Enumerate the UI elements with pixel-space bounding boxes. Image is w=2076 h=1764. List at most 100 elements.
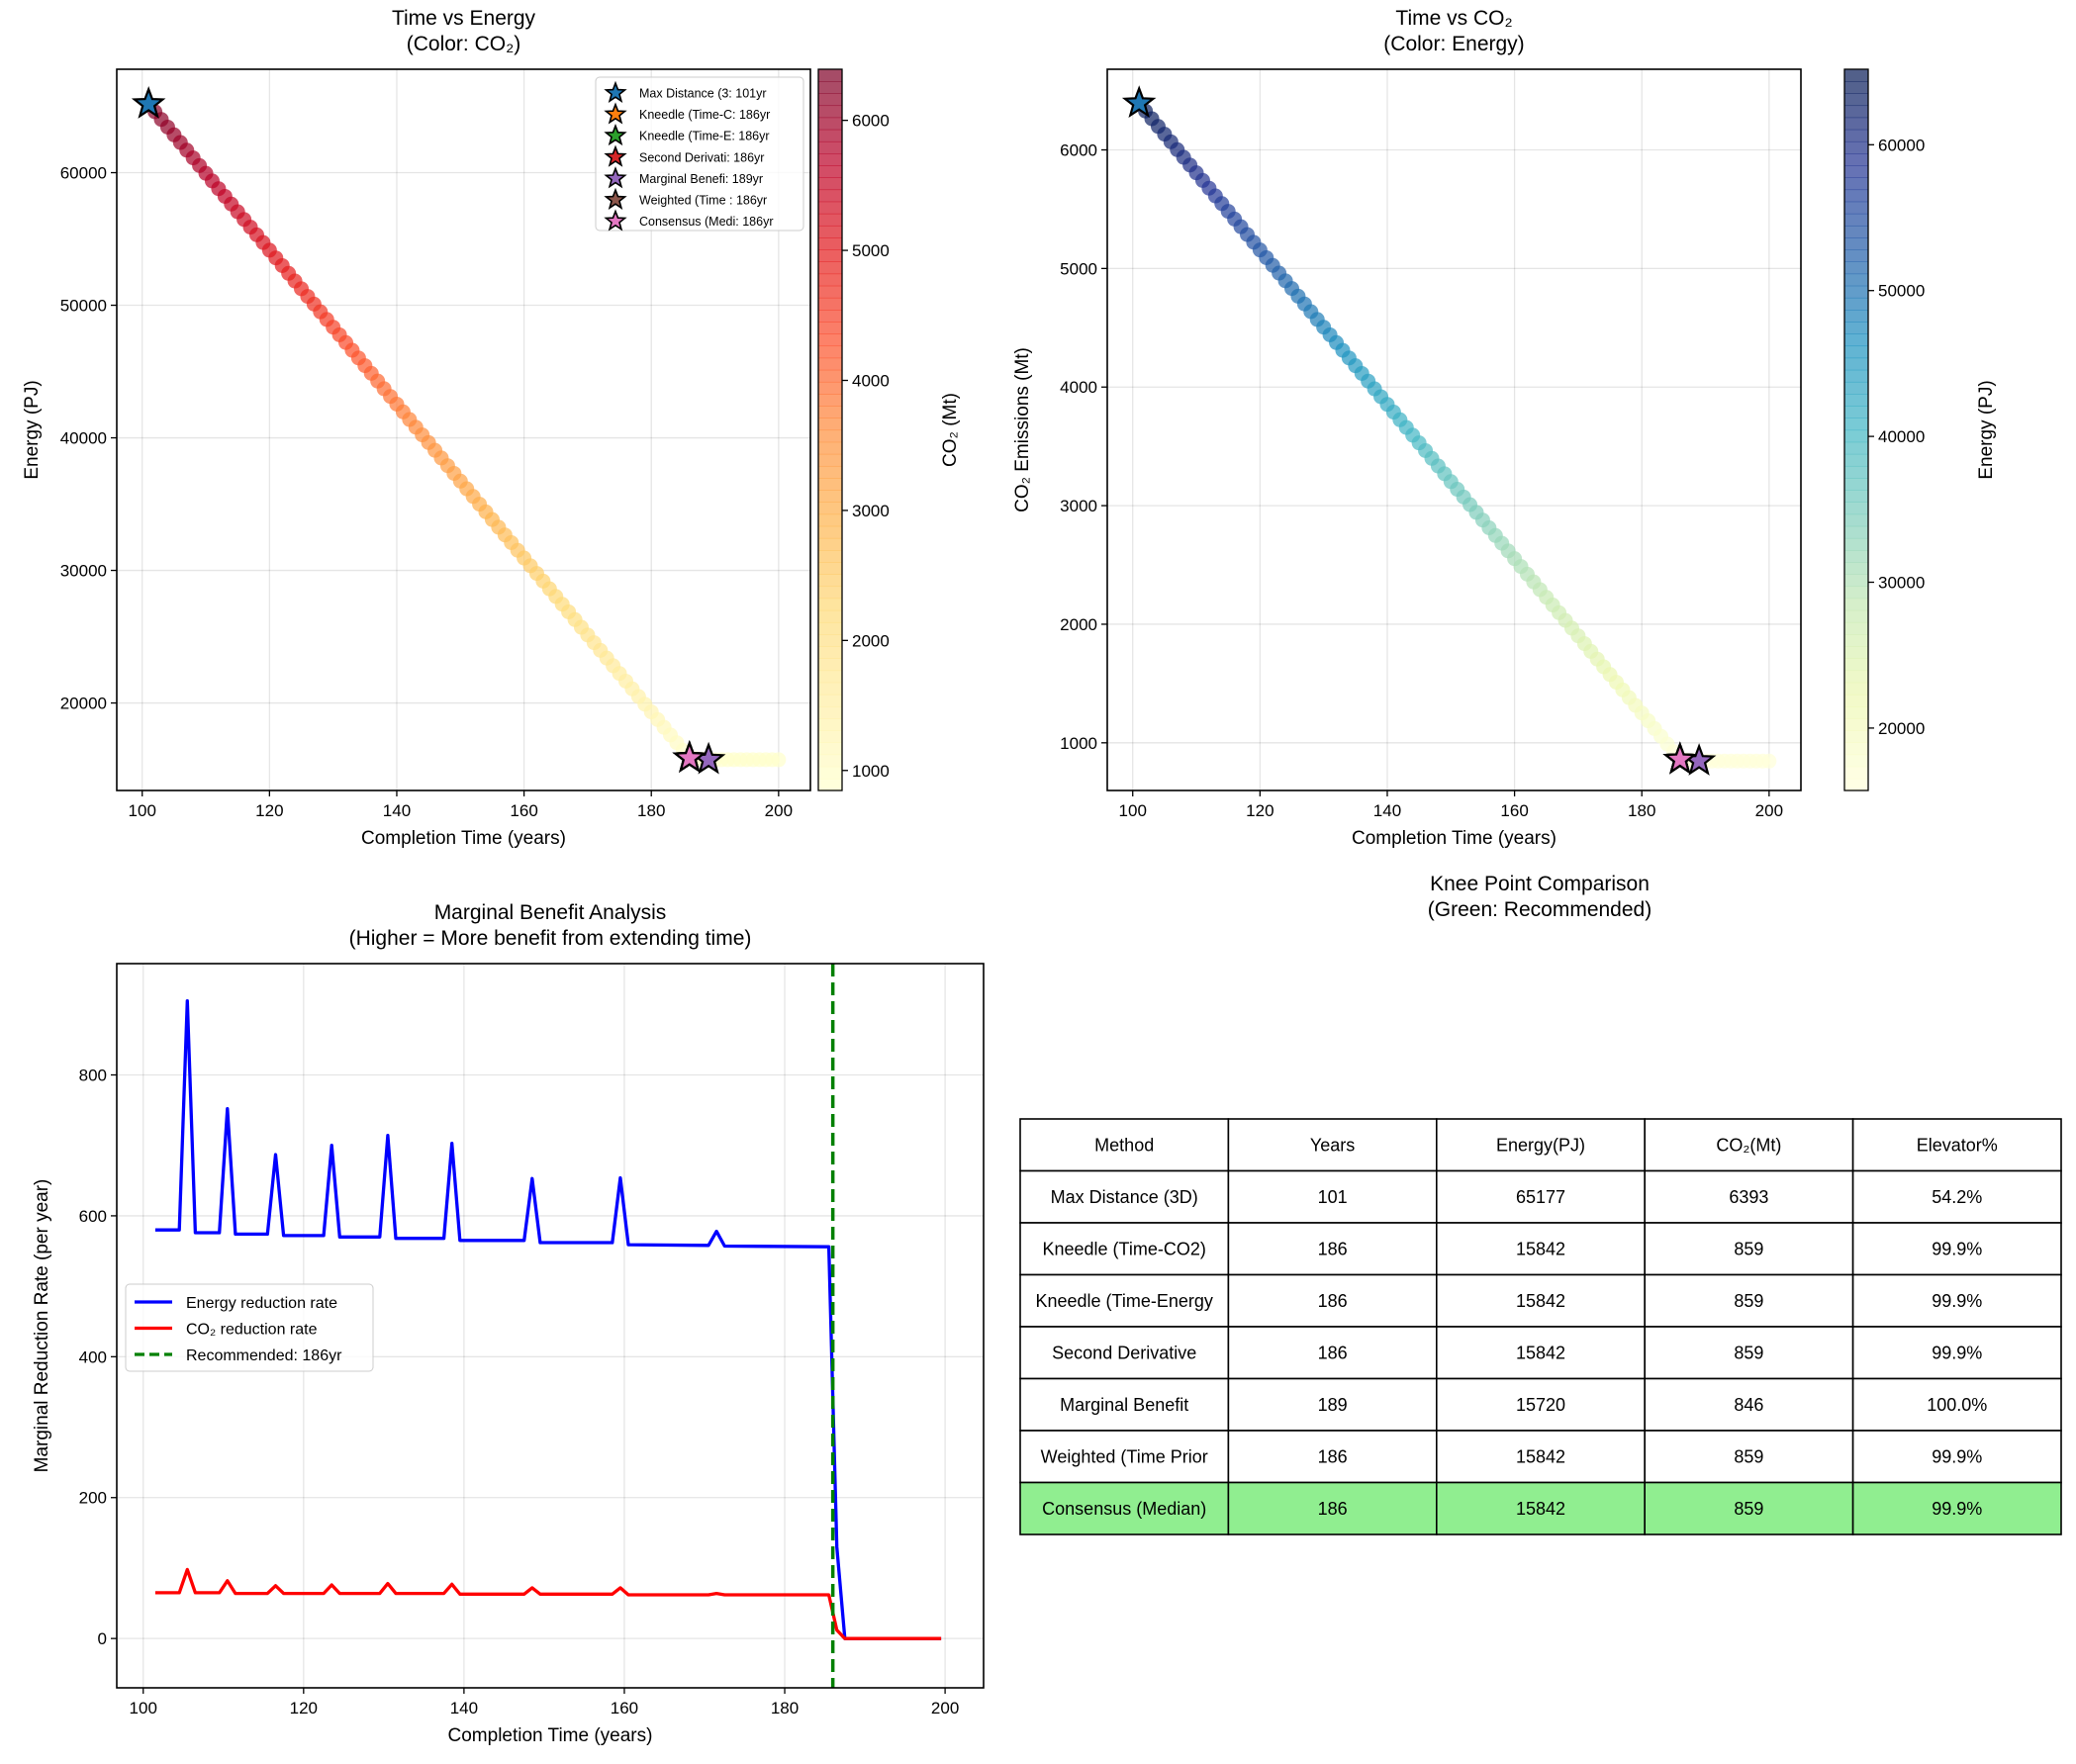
legend-entry: CO₂ reduction rate <box>186 1322 318 1339</box>
colorbar-segment <box>1844 189 1868 203</box>
y-tick-label: 3000 <box>1060 497 1097 515</box>
colorbar-segment <box>818 598 842 611</box>
table-cell <box>1019 1481 1230 1535</box>
colorbar-segment <box>1844 502 1868 515</box>
table-cell-text: 99.9% <box>1932 1343 1982 1362</box>
x-tick-label: 180 <box>1628 801 1655 820</box>
colorbar-segment <box>818 310 842 323</box>
x-tick-label: 180 <box>771 1699 799 1718</box>
table-cell <box>1436 1430 1647 1484</box>
legend-star-icon <box>604 123 627 146</box>
energy-rate-line <box>154 999 942 1640</box>
table-cell <box>1851 1222 2062 1276</box>
x-tick-label: 200 <box>765 801 793 820</box>
colorbar-label: Energy (PJ) <box>1976 380 1997 479</box>
table-header-text: CO₂(Mt) <box>1716 1135 1781 1155</box>
table-header-text: Elevator% <box>1917 1135 1998 1155</box>
y-axis-label: Marginal Reduction Rate (per year) <box>32 1179 52 1473</box>
scatter-point <box>1761 753 1777 769</box>
colorbar-segment <box>818 369 842 383</box>
colorbar-frame <box>1843 68 1869 791</box>
colorbar-segment <box>1844 465 1868 479</box>
table-cell-text: Kneedle (Time-CO2) <box>1043 1239 1206 1258</box>
y-tick-label: 2000 <box>1060 615 1097 634</box>
legend-star-icon <box>604 80 627 103</box>
table-cell-text: 100.0% <box>1927 1395 1987 1415</box>
colorbar-segment <box>818 658 842 672</box>
legend-box <box>595 76 804 232</box>
chart-time-vs-co2: 100 120 140 160 180 200 1000 2000 3000 4000 5000 60… <box>1012 7 1802 849</box>
colorbar-segment <box>1844 490 1868 503</box>
colorbar-segment <box>818 189 842 203</box>
table-cell-text: Marginal Benefit <box>1060 1395 1188 1415</box>
table-cell <box>1227 1430 1438 1484</box>
legend-entry: Second Derivati: 186yr <box>639 150 764 164</box>
colorbar-segment <box>818 237 842 250</box>
colorbar-segment <box>1844 586 1868 600</box>
y-tick-label: 30000 <box>60 562 107 581</box>
table-cell-text: 846 <box>1734 1395 1763 1415</box>
table-cell-text: 65177 <box>1516 1187 1565 1207</box>
colorbar: 1000 2000 3000 4000 5000 6000 CO₂ (Mt) <box>817 68 961 791</box>
colorbar: 20000 30000 40000 50000 60000 Energy (PJ) <box>1843 68 1997 791</box>
y-tick-label: 20000 <box>60 695 107 713</box>
colorbar-segment <box>1844 778 1868 791</box>
legend-entry: Energy reduction rate <box>186 1295 337 1312</box>
colorbar-segment <box>818 261 842 275</box>
colorbar-segment <box>1844 718 1868 731</box>
colorbar-segment <box>1844 562 1868 575</box>
table-cell-text: 99.9% <box>1932 1446 1982 1466</box>
colorbar-segment <box>818 441 842 455</box>
legend: Energy reduction rate CO₂ reduction rate R… <box>125 1283 374 1372</box>
x-tick-label: 120 <box>1246 801 1274 820</box>
colorbar-segment <box>1844 453 1868 467</box>
colorbar-segment <box>1844 129 1868 142</box>
table-cell-text: 15842 <box>1516 1499 1565 1519</box>
legend: Max Distance (3: 101yr Kneedle (Time-C: 1… <box>595 76 804 232</box>
colorbar-segment <box>1844 153 1868 166</box>
y-tick-label: 200 <box>79 1489 107 1508</box>
colorbar-segment <box>1844 357 1868 371</box>
y-tick-label: 0 <box>98 1629 107 1648</box>
table-cell-text: 186 <box>1318 1446 1348 1466</box>
colorbar-segment <box>1844 201 1868 215</box>
x-tick-label: 120 <box>290 1699 318 1718</box>
table-cell <box>1436 1273 1647 1328</box>
legend-star-icon <box>604 166 627 189</box>
colorbar-tick-label: 40000 <box>1878 427 1925 446</box>
knee-point-star <box>1662 741 1698 775</box>
y-tick-label: 1000 <box>1060 734 1097 753</box>
table-cell-text: 15842 <box>1516 1343 1565 1362</box>
colorbar-segment <box>818 586 842 600</box>
y-tick-label: 400 <box>79 1347 107 1366</box>
table-cell-text: 859 <box>1734 1343 1763 1362</box>
colorbar-segment <box>818 742 842 756</box>
table-cell-text: 99.9% <box>1932 1239 1982 1258</box>
colorbar-tick-label: 30000 <box>1878 574 1925 593</box>
chart-title: Time vs Energy <box>392 7 536 30</box>
colorbar-segment <box>1844 81 1868 94</box>
y-tick-label: 50000 <box>60 297 107 316</box>
colorbar-segment <box>818 478 842 491</box>
colorbar-segment <box>818 670 842 684</box>
table-cell <box>1019 1430 1230 1484</box>
table-cell <box>1019 1377 1230 1432</box>
table-cell <box>1227 1481 1438 1535</box>
colorbar-segment <box>1844 598 1868 611</box>
colorbar-segment <box>818 525 842 539</box>
colorbar-segment <box>818 225 842 238</box>
table-cell-text: 15842 <box>1516 1239 1565 1258</box>
table-cell-text: 99.9% <box>1932 1291 1982 1311</box>
colorbar-segment <box>1844 310 1868 323</box>
table-cell <box>1227 1273 1438 1328</box>
x-tick-label: 120 <box>255 801 283 820</box>
colorbar-segment <box>1844 682 1868 696</box>
colorbar-segment <box>818 718 842 731</box>
y-tick-label: 60000 <box>60 164 107 183</box>
colorbar-segment <box>1844 322 1868 334</box>
table-cell-text: 859 <box>1734 1499 1763 1519</box>
colorbar-segment <box>1844 429 1868 443</box>
table-cell-text: Kneedle (Time-Energy <box>1035 1291 1212 1311</box>
x-tick-label: 100 <box>130 1699 157 1718</box>
